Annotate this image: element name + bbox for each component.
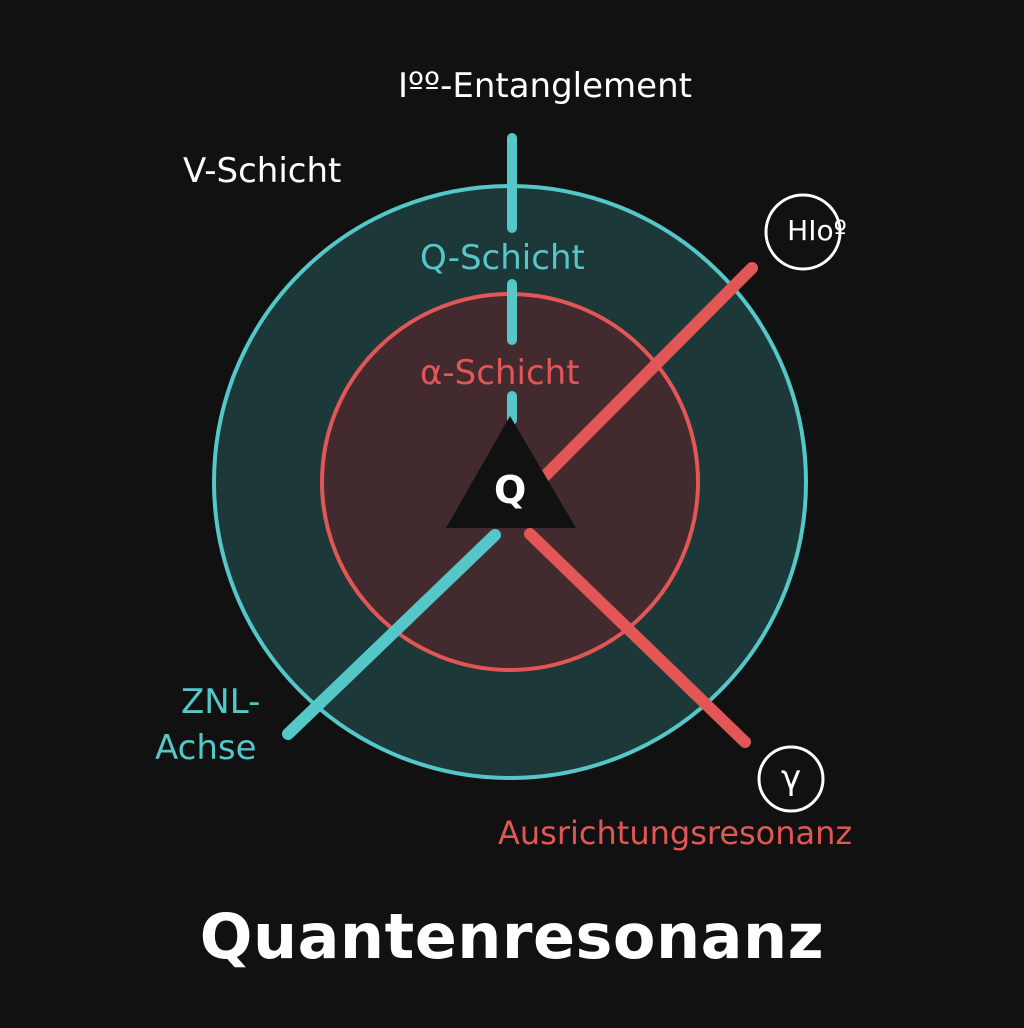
hio-badge-icon	[764, 193, 842, 271]
znl-axis-label-line2: Achse	[155, 728, 257, 768]
alignment-resonance-label: Ausrichtungsresonanz	[498, 814, 853, 852]
red-axis-upper-right	[539, 262, 758, 482]
red-axis-lower-right	[524, 528, 751, 748]
center-q-label: Q	[494, 468, 527, 512]
alpha-layer-label: α-Schicht	[420, 353, 580, 393]
gamma-badge-label: γ	[780, 758, 802, 798]
entanglement-label: Iºº-Entanglement	[398, 66, 692, 106]
diagram-title: Quantenresonanz	[199, 900, 825, 973]
q-layer-label: Q-Schicht	[420, 238, 585, 278]
hio-badge-label: HIoº	[787, 214, 847, 247]
gamma-badge-icon	[757, 745, 825, 813]
v-layer-label: V-Schicht	[183, 151, 342, 191]
znl-axis-line	[282, 529, 501, 740]
znl-axis-label-line1: ZNL-	[181, 682, 261, 722]
triangle-icon	[446, 416, 576, 528]
